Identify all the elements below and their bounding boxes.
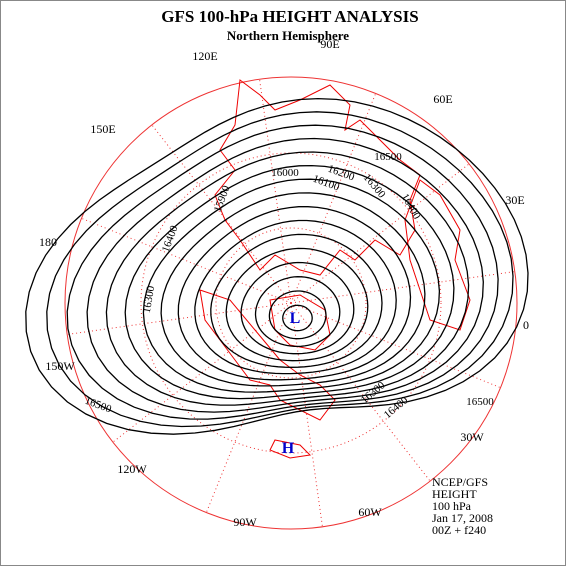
height-contour (124, 164, 455, 400)
longitude-label: 30W (460, 430, 484, 444)
longitude-label: 180 (39, 235, 57, 249)
meridian (290, 271, 515, 304)
contour-label: 16300 (141, 284, 158, 314)
info-line: NCEP/GFS (432, 475, 488, 489)
height-contour (160, 192, 426, 387)
info-line: 00Z + f240 (432, 523, 486, 537)
contour-label: 16000 (271, 167, 299, 179)
coast-north-america (199, 289, 336, 421)
longitude-label: 90W (233, 515, 257, 529)
height-contour (86, 137, 484, 413)
height-contour (25, 97, 529, 435)
map-boundary (64, 76, 518, 530)
subtitle: Northern Hemisphere (227, 28, 349, 43)
low-center: L (290, 310, 301, 327)
height-contour (105, 151, 470, 406)
coast-caribbean (269, 439, 312, 459)
meridian (290, 302, 323, 527)
height-contour (194, 219, 397, 375)
meridian (81, 217, 292, 304)
longitude-label: 90E (320, 37, 339, 51)
meridian (205, 302, 292, 513)
title: GFS 100-hPa HEIGHT ANALYSIS (161, 7, 418, 26)
parallel (140, 152, 442, 454)
height-contour (177, 206, 412, 381)
height-contour (240, 261, 355, 355)
info-line: 100 hPa (432, 499, 472, 513)
height-contour (268, 290, 327, 340)
longitude-label: 150W (45, 359, 75, 373)
contour-label: 16500 (466, 396, 494, 408)
longitude-label: 60W (358, 505, 382, 519)
height-contour (225, 247, 369, 362)
longitude-label: 60E (433, 92, 452, 106)
parallel (215, 227, 367, 379)
info-line: HEIGHT (432, 487, 477, 501)
height-contour (210, 233, 383, 368)
longitude-label: 0 (523, 318, 529, 332)
meridian (259, 79, 292, 304)
meridian (290, 302, 501, 389)
longitude-label: 30E (505, 193, 524, 207)
height-contour (46, 111, 514, 428)
height-contour (142, 178, 441, 393)
contours (25, 97, 529, 435)
longitude-label: 150E (90, 122, 115, 136)
height-contour (254, 276, 341, 348)
coast-eurasia (214, 79, 421, 276)
info-line: Jan 17, 2008 (432, 511, 493, 525)
longitude-label: 120W (117, 462, 147, 476)
meridian (290, 163, 470, 304)
height-contour (66, 124, 499, 420)
longitude-label: 120E (192, 49, 217, 63)
meridian (151, 124, 292, 304)
contour-label: 16500 (374, 151, 402, 163)
meridian (290, 302, 431, 482)
meridian (290, 93, 377, 304)
high-center: H (282, 440, 295, 457)
height-contour (282, 304, 313, 332)
